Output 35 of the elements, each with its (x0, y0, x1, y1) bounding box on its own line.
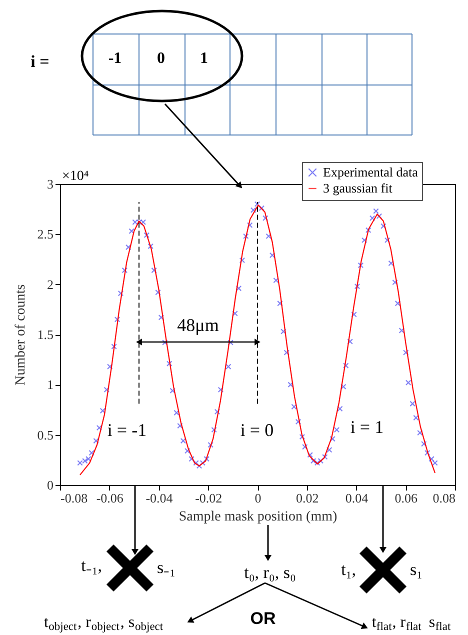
x-tick-label: -0.06 (96, 490, 124, 506)
x-tick-label: 0.02 (296, 490, 319, 506)
text: 0 (157, 50, 165, 67)
y-tick-label: 1 (47, 377, 54, 392)
x-tick-label: 0 (254, 490, 262, 506)
text: t₀, r₀, s₀ (244, 563, 296, 582)
y-tick-label: 2.5 (37, 226, 54, 242)
text: s₋₁ (157, 558, 176, 577)
x-axis-title: Sample mask position (mm) (178, 510, 338, 524)
legend-label: 3 gaussian fit (323, 180, 393, 196)
x-tick-label: -0.04 (146, 490, 174, 506)
text: t₁, (341, 560, 356, 579)
annotation: i = 1 (350, 417, 384, 437)
text: i = (30, 52, 50, 71)
y-tick-label: 0.5 (37, 427, 54, 442)
legend-label: Experimental data (323, 164, 418, 180)
text: t₋₁, (81, 556, 102, 575)
text: -1 (108, 50, 122, 67)
y-tick-label: 1.5 (37, 327, 54, 342)
x-tick-label: -0.08 (60, 490, 88, 506)
annotation: i = -1 (107, 420, 147, 440)
text: s₁ (410, 560, 423, 579)
y-tick-label: 3 (47, 176, 54, 192)
x-tick-label: 0.04 (345, 490, 369, 506)
annotation: i = 0 (240, 420, 274, 440)
x-tick-label: 0.08 (432, 490, 456, 506)
annotation: 48μm (177, 315, 219, 335)
y-tick-label: 0 (47, 478, 54, 492)
x-tick-label: -0.02 (195, 490, 222, 506)
x-tick-label: 0.06 (394, 490, 418, 506)
y-axis-title: Number of counts (13, 284, 28, 386)
text: 1 (200, 50, 208, 67)
text: ×10⁴ (62, 169, 89, 184)
text: OR (250, 609, 276, 628)
y-tick-label: 2 (47, 276, 54, 292)
